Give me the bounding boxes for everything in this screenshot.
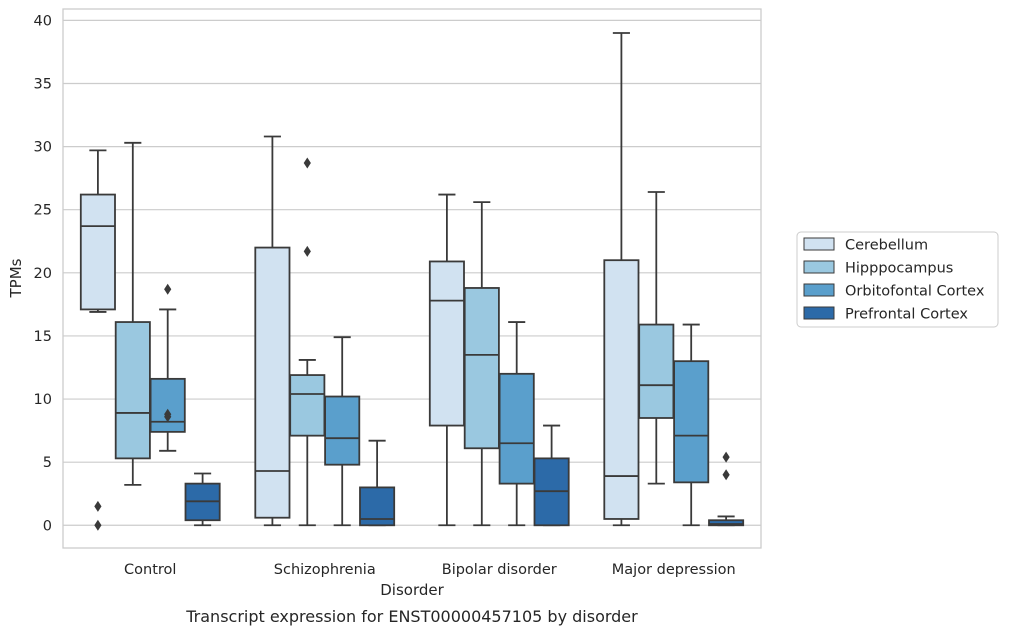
legend-label: Hipppocampus: [845, 261, 953, 277]
box-iqr: [673, 360, 710, 484]
box-2-2: [498, 321, 535, 527]
box-0-3: [603, 32, 640, 527]
legend-swatch: [803, 237, 835, 251]
legend-frame: [796, 231, 999, 328]
x-tick-label: Schizophrenia: [274, 562, 376, 578]
outlier-point: [303, 157, 311, 169]
outlier-point: [722, 469, 730, 481]
box-iqr: [638, 323, 675, 419]
outlier-point: [303, 245, 311, 257]
box-iqr: [463, 287, 500, 450]
y-tick-label: 10: [34, 392, 52, 408]
x-axis-label: Disorder: [380, 581, 444, 599]
y-axis-label: TPMs: [7, 258, 25, 298]
box-1-0: [114, 141, 151, 486]
outlier-point: [94, 519, 102, 531]
y-tick-label: 5: [43, 455, 52, 471]
y-tick-label: 30: [34, 140, 52, 156]
y-tick-label: 35: [34, 76, 52, 92]
box-iqr: [114, 321, 151, 460]
legend-swatch: [803, 260, 835, 274]
box-3-1: [359, 439, 396, 527]
box-2-1: [324, 336, 361, 527]
legend-swatch: [803, 306, 835, 320]
chart-caption: Transcript expression for ENST0000045710…: [185, 607, 638, 626]
box-3-3: [708, 451, 745, 527]
box-1-1: [289, 157, 326, 527]
y-tick-label: 0: [43, 518, 52, 534]
x-tick-labels: Control Schizophrenia Bipolar disorder Majo…: [124, 562, 736, 578]
x-tick-label: Major depression: [612, 562, 736, 578]
plot-frame: [62, 8, 762, 549]
legend-label: Orbitofontal Cortex: [845, 284, 985, 300]
y-tick-label: 40: [34, 13, 52, 29]
box-0-0: [79, 149, 116, 531]
box-iqr: [254, 246, 291, 519]
box-iqr: [708, 519, 745, 527]
legend-label: Cerebellum: [845, 238, 928, 254]
box-0-1: [254, 135, 291, 527]
x-tick-label: Control: [124, 562, 176, 578]
legend-swatch: [803, 283, 835, 297]
box-2-3: [673, 323, 710, 527]
box-iqr: [498, 372, 535, 485]
y-tick-label: 25: [34, 203, 52, 219]
x-tick-label: Bipolar disorder: [442, 562, 557, 578]
box-iqr: [603, 259, 640, 520]
legend: Cerebellum Hipppocampus Orbitofontal Corte…: [796, 231, 999, 328]
box-series: [79, 32, 745, 531]
box-2-0: [149, 283, 186, 452]
box-1-2: [463, 201, 500, 527]
box-iqr: [428, 260, 465, 427]
y-tick-label: 15: [34, 329, 52, 345]
box-3-0: [184, 472, 221, 527]
box-iqr: [324, 395, 361, 466]
outlier-point: [94, 500, 102, 512]
outlier-point: [164, 411, 172, 423]
box-1-3: [638, 191, 675, 485]
box-0-2: [428, 193, 465, 527]
box-3-2: [533, 424, 570, 527]
box-iqr: [149, 377, 186, 433]
y-tick-label: 20: [34, 266, 52, 282]
box-iqr: [79, 193, 116, 311]
legend-label: Prefrontal Cortex: [845, 307, 968, 323]
y-tick-labels: 0 5 10 15 20 25 30 35 40: [34, 13, 52, 534]
box-iqr: [289, 374, 326, 437]
outlier-point: [722, 451, 730, 463]
outlier-point: [164, 283, 172, 295]
